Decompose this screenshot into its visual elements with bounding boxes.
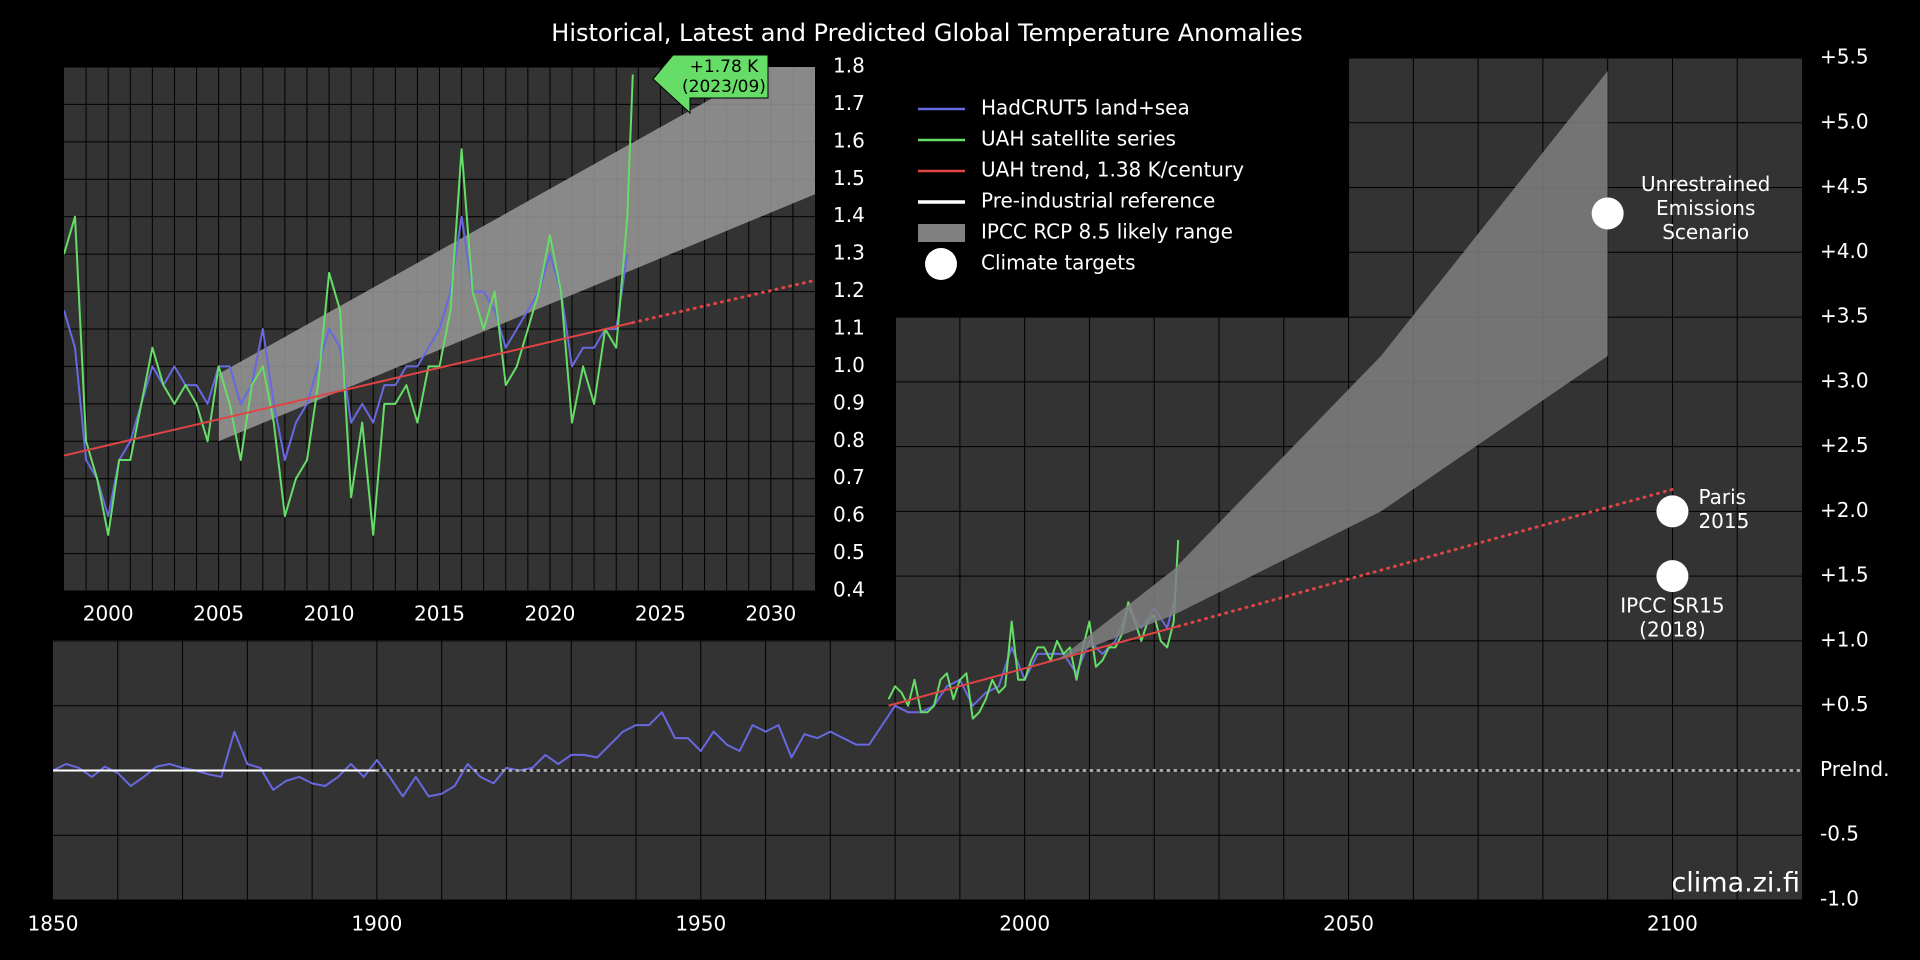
x-tick-label: 2000 — [999, 912, 1050, 936]
y-tick-label: +3.0 — [1820, 368, 1869, 392]
y-tick-label: 1.7 — [833, 91, 865, 115]
annotation-text: (2023/09) — [682, 77, 766, 97]
x-tick-label: 2050 — [1323, 912, 1374, 936]
y-tick-label: 0.7 — [833, 465, 865, 489]
x-tick-label: 2030 — [745, 602, 796, 626]
y-tick-label: +2.5 — [1820, 433, 1869, 457]
x-tick-label: 1950 — [675, 912, 726, 936]
legend-label: Pre-industrial reference — [981, 189, 1215, 213]
x-tick-label: 2010 — [304, 602, 355, 626]
series-line — [64, 321, 634, 457]
series-line — [64, 74, 634, 536]
y-tick-label: +1.0 — [1820, 627, 1869, 651]
y-tick-label: 1.4 — [833, 203, 865, 227]
legend-label: HadCRUT5 land+sea — [981, 96, 1190, 120]
y-tick-label: +4.0 — [1820, 239, 1869, 263]
x-tick-label: 2025 — [635, 602, 686, 626]
target-label: 2015 — [1698, 509, 1749, 533]
watermark: clima.zi.fi — [1671, 868, 1800, 899]
y-tick-label: 0.9 — [833, 390, 865, 414]
series-line — [64, 215, 629, 518]
legend-label: Climate targets — [981, 251, 1136, 275]
target-point — [1656, 495, 1689, 528]
target-label: Unrestrained — [1641, 172, 1770, 196]
y-tick-label: 1.8 — [833, 54, 865, 78]
x-tick-label: 1900 — [351, 912, 402, 936]
target-label: (2018) — [1639, 618, 1706, 642]
annotation-text: +1.78 K — [690, 57, 759, 77]
y-tick-label: +2.0 — [1820, 498, 1869, 522]
y-tick-label: 1.2 — [833, 278, 865, 302]
plot-data — [53, 70, 1802, 798]
x-tick-label: 1850 — [28, 912, 79, 936]
target-label: Emissions — [1656, 196, 1755, 220]
range-band — [218, 67, 815, 442]
y-tick-label: +4.5 — [1820, 174, 1869, 198]
y-tick-label: 0.4 — [833, 578, 865, 602]
y-tick-label: 0.6 — [833, 503, 865, 527]
y-tick-label: 1.5 — [833, 166, 865, 190]
target-label: Scenario — [1662, 220, 1749, 244]
plot-data — [64, 67, 815, 536]
y-tick-label: -1.0 — [1820, 887, 1859, 911]
series-line — [53, 601, 1175, 798]
x-tick-label: 2020 — [524, 602, 575, 626]
y-tick-label: +0.5 — [1820, 692, 1869, 716]
range-band — [1057, 70, 1608, 661]
legend-label: IPCC RCP 8.5 likely range — [981, 220, 1233, 244]
y-tick-label: 0.5 — [833, 540, 865, 564]
x-tick-label: 2100 — [1647, 912, 1698, 936]
projection-line — [1177, 487, 1674, 628]
y-tick-label: +5.5 — [1820, 45, 1869, 69]
x-tick-label: 2005 — [193, 602, 244, 626]
projection-line — [631, 278, 815, 325]
y-tick-label: 0.8 — [833, 428, 865, 452]
target-point — [1591, 197, 1624, 230]
y-tick-label: +5.0 — [1820, 109, 1869, 133]
y-tick-label: -0.5 — [1820, 822, 1859, 846]
y-tick-label: +1.5 — [1820, 563, 1869, 587]
y-tick-label: +3.5 — [1820, 304, 1869, 328]
y-tick-label: 1.0 — [833, 353, 865, 377]
series-line — [888, 625, 1179, 707]
target-point — [1656, 560, 1689, 593]
legend-swatch — [925, 248, 957, 280]
x-tick-label: 2000 — [83, 602, 134, 626]
y-tick-label: 1.3 — [833, 241, 865, 265]
legend-swatch — [918, 224, 965, 242]
target-label: IPCC SR15 — [1620, 594, 1724, 618]
annotation-flag — [652, 54, 769, 115]
legend-label: UAH trend, 1.38 K/century — [981, 158, 1244, 182]
target-label: Paris — [1698, 485, 1746, 509]
legend-panel — [896, 0, 1349, 317]
x-tick-label: 2015 — [414, 602, 465, 626]
chart-title: Historical, Latest and Predicted Global … — [551, 19, 1302, 47]
y-tick-label: 1.1 — [833, 316, 865, 340]
y-tick-label: PreInd. — [1820, 757, 1889, 781]
y-tick-label: 1.6 — [833, 128, 865, 152]
legend-label: UAH satellite series — [981, 127, 1176, 151]
